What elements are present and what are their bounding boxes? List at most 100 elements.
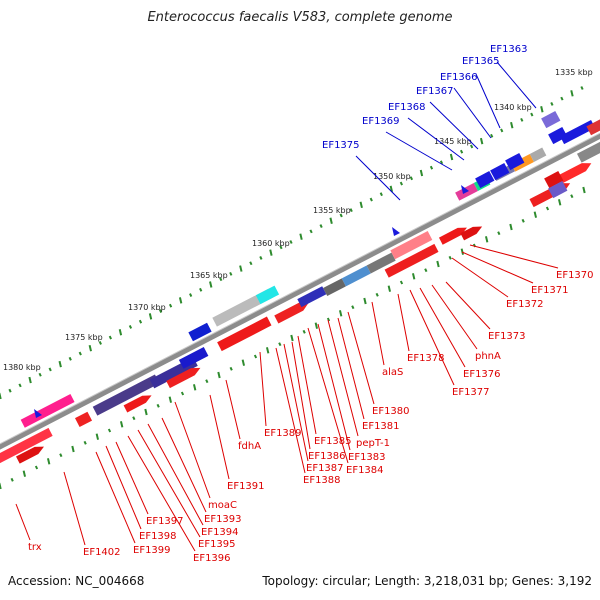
feature-block [576, 141, 600, 163]
feature-block [166, 367, 201, 389]
feature-block [460, 226, 483, 241]
inner-tick [278, 342, 282, 347]
inner-tick [253, 354, 258, 359]
inner-tick [156, 403, 160, 408]
callout-line [275, 347, 306, 474]
gene-label-ef1398: EF1398 [139, 531, 177, 542]
outer-tick [289, 240, 293, 244]
outer-tick [279, 245, 283, 250]
callout-line [105, 445, 142, 530]
feature-block [390, 231, 433, 260]
outer-tick [48, 367, 52, 372]
outer-tick [118, 329, 123, 336]
feature-marker [461, 185, 469, 194]
inner-tick [387, 285, 392, 292]
genome-backbone [0, 132, 600, 450]
inner-tick [557, 199, 562, 206]
callout-line [419, 287, 466, 368]
feature-block [0, 427, 53, 464]
inner-tick [570, 194, 574, 199]
feature-block [548, 126, 568, 145]
feature-block [274, 302, 309, 324]
tick-track [0, 86, 586, 490]
outer-tick [429, 165, 434, 170]
outer-tick [479, 137, 484, 145]
outer-tick [178, 297, 183, 304]
outer-tick [470, 144, 474, 149]
outer-tick [520, 117, 524, 122]
gene-label-ef1365: EF1365 [462, 56, 500, 67]
outer-tick [419, 169, 424, 177]
gene-label-ef1378: EF1378 [407, 353, 445, 364]
outer-tick [309, 229, 313, 234]
outer-tick [259, 256, 263, 260]
gene-label-ef1395: EF1395 [198, 539, 236, 550]
inner-tick [180, 391, 185, 396]
callout-line [431, 284, 478, 350]
feature-block [490, 162, 510, 181]
outer-tick [389, 185, 394, 193]
gene-label-alas: alaS [382, 367, 403, 378]
gene-label-ef1383: EF1383 [348, 452, 386, 463]
inner-tick [338, 310, 343, 317]
outer-tick [530, 112, 534, 117]
inner-tick [265, 347, 270, 354]
inner-tick [411, 273, 416, 280]
inner-tick [229, 366, 233, 371]
feature-block [178, 346, 209, 369]
inner-tick [241, 359, 246, 366]
outer-tick [249, 261, 253, 266]
outer-tick [158, 309, 163, 313]
callout-line [95, 451, 136, 544]
kbp-label: 1345 kbp [434, 137, 472, 146]
inner-tick [424, 268, 428, 273]
callout-line [137, 429, 201, 538]
callout-line [451, 257, 509, 298]
callout-line [63, 471, 86, 546]
inner-tick [582, 186, 586, 194]
outer-tick [490, 133, 494, 138]
outer-tick [449, 153, 454, 161]
outer-tick [209, 281, 213, 288]
feature-block [123, 395, 152, 413]
gene-label-ef1370: EF1370 [556, 270, 594, 281]
backbone-highlight [0, 132, 600, 445]
callout-line [409, 289, 455, 386]
outer-tick [18, 383, 22, 388]
gene-label-ef1376: EF1376 [463, 369, 501, 380]
callout-line [445, 281, 491, 330]
inner-tick [326, 317, 331, 322]
outer-tick [550, 102, 554, 106]
feature-block [544, 170, 564, 189]
callout-line [259, 351, 267, 427]
inner-tick [192, 384, 197, 391]
kbp-label: 1360 kbp [252, 239, 290, 248]
callout-line [461, 251, 534, 284]
feature-block [556, 163, 592, 184]
outer-tick [560, 96, 564, 101]
inner-tick [132, 416, 136, 421]
callout-line [355, 155, 401, 201]
callout-line [115, 441, 149, 515]
outer-tick [570, 90, 574, 97]
outer-tick [379, 192, 383, 197]
callout-line [127, 435, 196, 552]
feature-block [74, 411, 93, 428]
outer-tick [299, 233, 303, 240]
kbp-label: 1355 kbp [313, 206, 351, 215]
inner-tick [484, 236, 489, 243]
feature-block [438, 227, 467, 245]
outer-tick [339, 213, 343, 218]
gene-label-fdha: fdhA [238, 441, 261, 452]
outer-tick [138, 319, 143, 324]
outer-tick [0, 392, 2, 400]
callout-line [385, 131, 453, 171]
inner-tick [290, 334, 294, 342]
kbp-label: 1365 kbp [190, 271, 228, 280]
feature-block [541, 110, 561, 129]
inner-tick [107, 428, 112, 433]
feature-block [341, 265, 371, 287]
outer-tick [8, 388, 12, 393]
outer-tick [189, 293, 193, 298]
